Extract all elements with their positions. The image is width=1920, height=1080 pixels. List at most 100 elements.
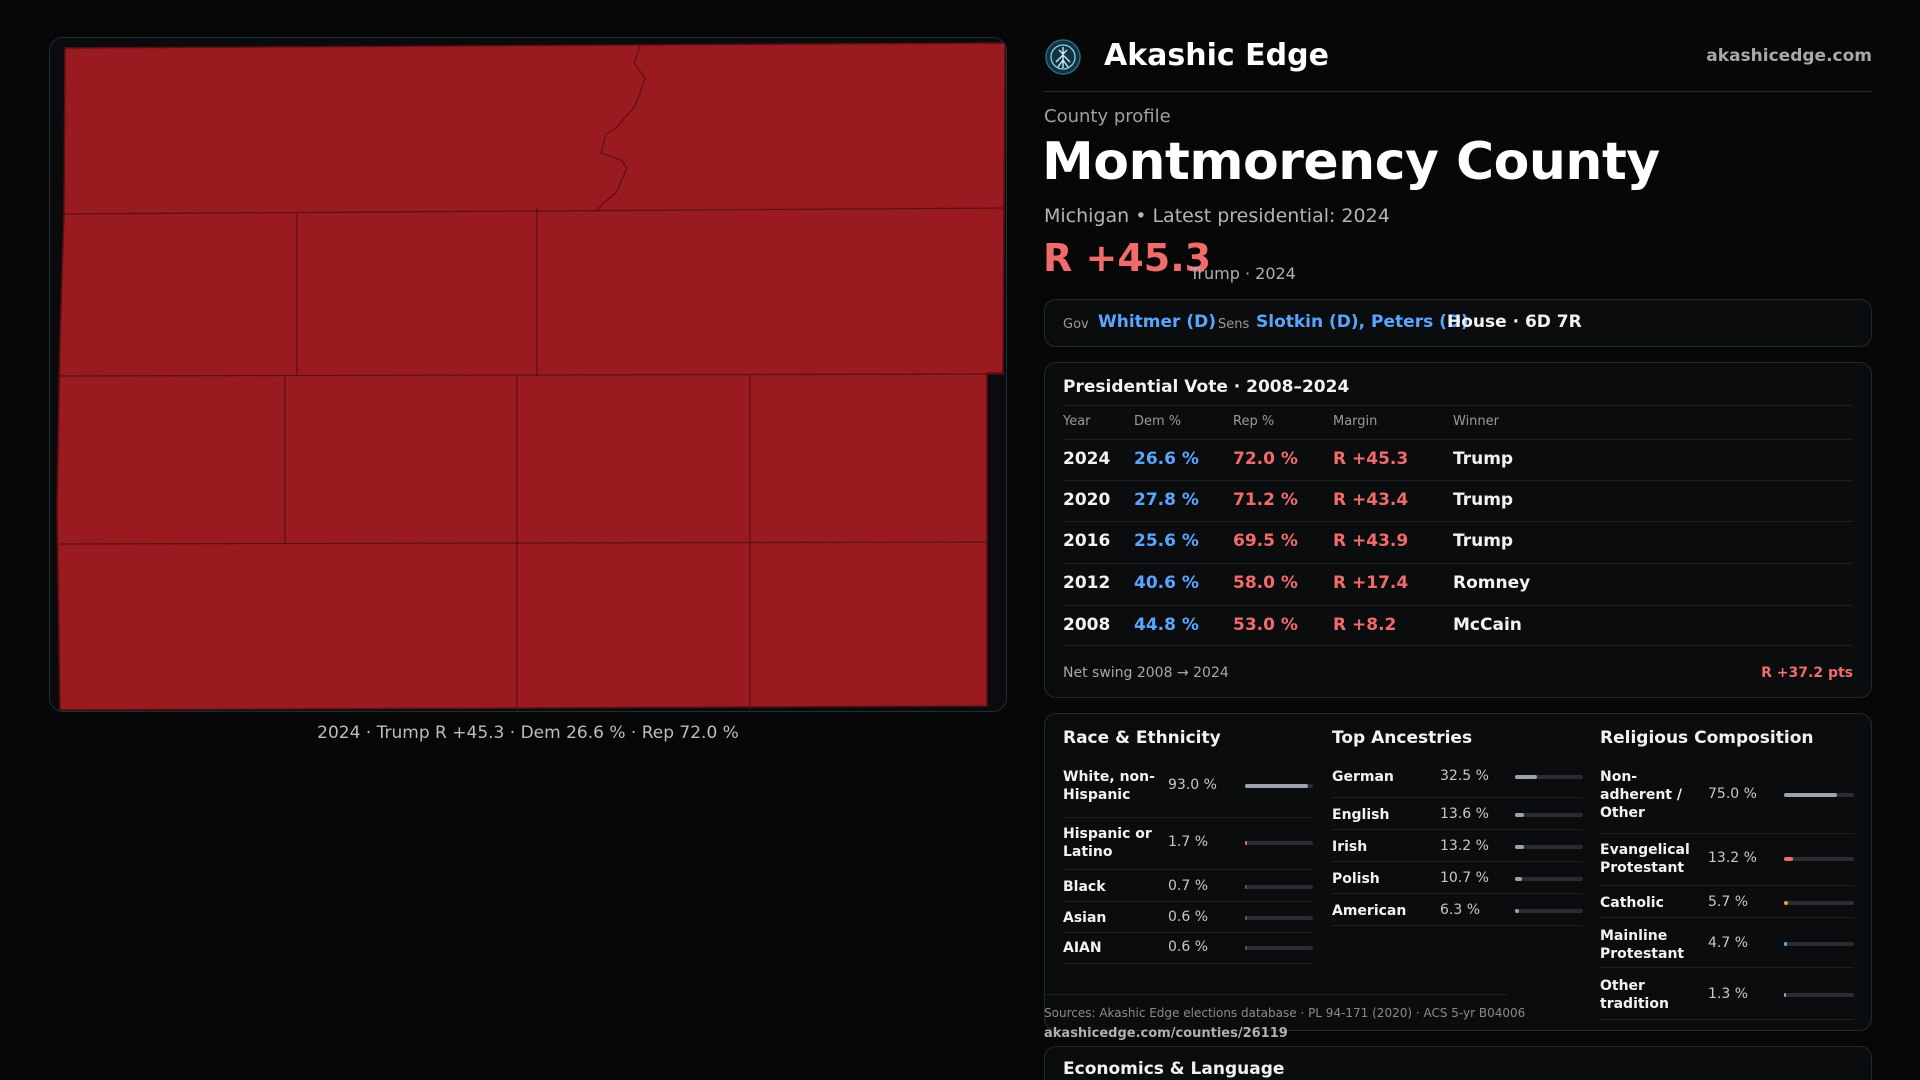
item-name: Hispanic or Latino xyxy=(1063,826,1152,860)
list-item: Mainline Protestant 4.7 % xyxy=(1600,918,1854,968)
officials-bar: Gov Whitmer (D) Sens Slotkin (D), Peters… xyxy=(1044,299,1872,347)
winner-cell: McCain xyxy=(1453,615,1522,635)
winner-cell: Trump xyxy=(1453,490,1514,510)
share-bar-fill xyxy=(1515,775,1538,779)
item-name: American xyxy=(1332,903,1407,919)
list-item: Irish 13.2 % xyxy=(1332,830,1583,862)
item-percent: 13.2 % xyxy=(1440,838,1489,854)
list-item: English 13.6 % xyxy=(1332,798,1583,830)
item-percent: 0.6 % xyxy=(1168,909,1209,925)
year-cell: 2008 xyxy=(1063,615,1111,635)
demographics-card: Race & Ethnicity Top Ancestries Religiou… xyxy=(1044,713,1872,1031)
brand-name[interactable]: Akashic Edge xyxy=(1104,38,1329,73)
share-bar-fill xyxy=(1245,946,1247,950)
rep-cell: 53.0 % xyxy=(1233,615,1298,635)
item-name: Other tradition xyxy=(1600,978,1669,1012)
tree-of-life-icon[interactable] xyxy=(1044,38,1082,76)
share-bar xyxy=(1515,845,1583,849)
share-bar xyxy=(1515,813,1583,817)
share-bar xyxy=(1784,857,1854,861)
winner-cell: Romney xyxy=(1453,573,1531,593)
item-percent: 1.7 % xyxy=(1168,834,1209,850)
presidential-vote-card: Presidential Vote · 2008–2024 Year Dem %… xyxy=(1044,362,1872,698)
margin-cell: R +8.2 xyxy=(1333,615,1397,635)
item-name: Catholic xyxy=(1600,895,1664,911)
share-bar-fill xyxy=(1515,845,1524,849)
county-shape xyxy=(56,42,1006,711)
rep-cell: 58.0 % xyxy=(1233,573,1298,593)
county-map[interactable] xyxy=(49,37,1007,712)
share-bar-fill xyxy=(1515,813,1525,817)
list-item: Catholic 5.7 % xyxy=(1600,886,1854,918)
house-delegation: House · 6D 7R xyxy=(1447,312,1582,332)
dem-cell: 44.8 % xyxy=(1134,615,1199,635)
margin-cell: R +17.4 xyxy=(1333,573,1409,593)
page-subtitle: Michigan • Latest presidential: 2024 xyxy=(1044,205,1390,227)
governor-link[interactable]: Whitmer (D) xyxy=(1098,312,1217,332)
list-item: Polish 10.7 % xyxy=(1332,862,1583,894)
rep-cell: 71.2 % xyxy=(1233,490,1298,510)
item-percent: 1.3 % xyxy=(1708,986,1749,1002)
list-item: Evangelical Protestant 13.2 % xyxy=(1600,834,1854,886)
brand-header: Akashic Edge akashicedge.com xyxy=(1044,36,1872,92)
share-bar-fill xyxy=(1515,877,1523,881)
item-name: Asian xyxy=(1063,910,1107,926)
source-url-link[interactable]: akashicedge.com/counties/26119 xyxy=(1044,1026,1288,1041)
page-title: Montmorency County xyxy=(1042,132,1660,192)
share-bar-fill xyxy=(1245,841,1247,845)
senators-link[interactable]: Slotkin (D), Peters (D) xyxy=(1256,312,1469,332)
column-header-year: Year xyxy=(1063,414,1091,429)
item-name: Irish xyxy=(1332,839,1368,855)
list-item: Other tradition 1.3 % xyxy=(1600,968,1854,1020)
share-bar-fill xyxy=(1784,942,1788,946)
item-percent: 13.6 % xyxy=(1440,806,1489,822)
item-name: Evangelical Protestant xyxy=(1600,842,1690,876)
township-boundaries xyxy=(59,45,1006,710)
religion-title: Religious Composition xyxy=(1600,728,1814,748)
share-bar-fill xyxy=(1784,793,1837,797)
senators-label: Sens xyxy=(1218,317,1250,332)
column-header-dem: Dem % xyxy=(1134,414,1182,429)
item-name: White, non-Hispanic xyxy=(1063,769,1155,803)
dem-cell: 40.6 % xyxy=(1134,573,1199,593)
item-name: Polish xyxy=(1332,871,1380,887)
item-percent: 0.7 % xyxy=(1168,878,1209,894)
share-bar-fill xyxy=(1784,993,1786,997)
rep-cell: 72.0 % xyxy=(1233,449,1298,469)
list-item: Hispanic or Latino 1.7 % xyxy=(1063,818,1313,870)
share-bar xyxy=(1515,909,1583,913)
item-name: Non-adherent / Other xyxy=(1600,769,1682,821)
share-bar-fill xyxy=(1245,784,1309,788)
list-item: Asian 0.6 % xyxy=(1063,902,1313,933)
share-bar-fill xyxy=(1245,885,1247,889)
winner-cell: Trump xyxy=(1453,531,1514,551)
share-bar-fill xyxy=(1784,901,1788,905)
column-header-margin: Margin xyxy=(1333,414,1378,429)
list-item: White, non-Hispanic 93.0 % xyxy=(1063,768,1313,818)
item-percent: 75.0 % xyxy=(1708,786,1757,802)
item-name: Black xyxy=(1063,879,1106,895)
item-percent: 93.0 % xyxy=(1168,777,1217,793)
year-cell: 2020 xyxy=(1063,490,1111,510)
economics-card: Economics & Language xyxy=(1044,1046,1872,1080)
item-name: AIAN xyxy=(1063,940,1102,956)
share-bar xyxy=(1784,793,1854,797)
table-row: 2016 25.6 % 69.5 % R +43.9 Trump xyxy=(1063,521,1853,562)
list-item: Black 0.7 % xyxy=(1063,870,1313,902)
item-percent: 4.7 % xyxy=(1708,935,1749,951)
column-header-rep: Rep % xyxy=(1233,414,1275,429)
share-bar xyxy=(1784,993,1854,997)
map-caption: 2024 · Trump R +45.3 · Dem 26.6 % · Rep … xyxy=(317,723,739,743)
divider xyxy=(1063,405,1853,406)
share-bar-fill xyxy=(1515,909,1520,913)
share-bar xyxy=(1245,916,1313,920)
margin-cell: R +43.9 xyxy=(1333,531,1409,551)
ancestries-title: Top Ancestries xyxy=(1332,728,1473,748)
item-percent: 0.6 % xyxy=(1168,939,1209,955)
table-row: 2012 40.6 % 58.0 % R +17.4 Romney xyxy=(1063,563,1853,604)
dem-cell: 26.6 % xyxy=(1134,449,1199,469)
brand-url-link[interactable]: akashicedge.com xyxy=(1706,46,1872,66)
table-row: 2020 27.8 % 71.2 % R +43.4 Trump xyxy=(1063,480,1853,521)
rep-cell: 69.5 % xyxy=(1233,531,1298,551)
share-bar xyxy=(1515,775,1583,779)
